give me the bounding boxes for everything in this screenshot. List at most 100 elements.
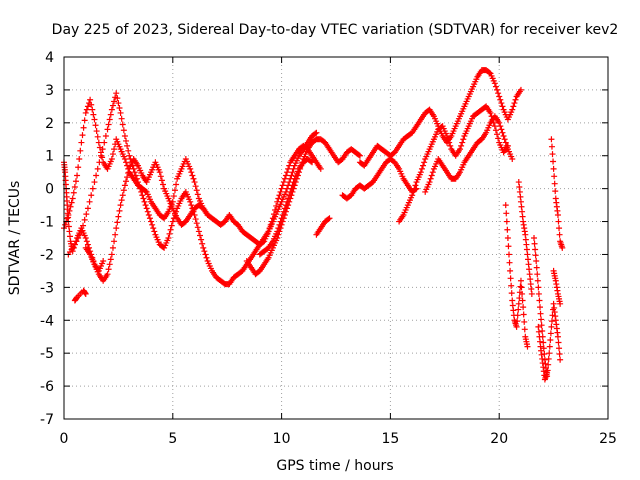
y-axis-label: SDTVAR / TECUs <box>7 181 23 296</box>
data-point <box>517 86 524 93</box>
data-point <box>410 188 417 195</box>
data-point <box>80 124 87 131</box>
data-point <box>290 165 297 172</box>
y-tick-label: 4 <box>45 50 54 66</box>
data-point <box>532 252 539 259</box>
data-point <box>447 142 454 149</box>
data-point <box>356 152 363 159</box>
data-point <box>137 185 144 192</box>
x-tick-label: 25 <box>599 431 617 447</box>
data-point <box>510 103 517 110</box>
data-point <box>538 322 545 329</box>
data-point <box>133 175 140 182</box>
data-point <box>117 109 124 116</box>
data-point <box>277 218 284 225</box>
data-point <box>105 121 112 128</box>
data-point <box>531 235 538 241</box>
data-point <box>72 178 79 185</box>
data-point <box>557 356 564 363</box>
y-tick-label: 1 <box>45 149 54 165</box>
data-point <box>124 162 131 169</box>
data-point <box>355 151 362 158</box>
data-point <box>105 266 112 273</box>
data-point <box>99 146 106 153</box>
data-point <box>97 152 104 159</box>
data-point <box>83 238 90 245</box>
data-point <box>123 178 130 185</box>
data-point <box>106 261 113 268</box>
chart-title: Day 225 of 2023, Sidereal Day-to-day VTE… <box>52 22 619 38</box>
data-point <box>507 267 514 274</box>
data-point <box>132 172 139 179</box>
data-point <box>157 173 164 180</box>
data-point <box>276 192 283 199</box>
data-point <box>282 202 289 209</box>
data-point <box>284 198 291 205</box>
data-point <box>533 258 540 265</box>
data-point <box>513 323 520 330</box>
y-tick-label: 0 <box>45 182 54 198</box>
data-point <box>547 330 554 337</box>
data-point <box>70 189 77 196</box>
data-point <box>288 185 295 192</box>
data-point <box>120 187 127 194</box>
data-point <box>87 248 94 255</box>
data-point <box>277 188 284 195</box>
data-point <box>548 323 555 330</box>
data-point <box>545 355 552 362</box>
data-point <box>552 188 559 195</box>
x-tick-label: 10 <box>273 431 291 447</box>
data-point <box>126 152 133 159</box>
data-point <box>82 290 89 297</box>
data-point <box>538 316 545 323</box>
data-point <box>125 170 132 177</box>
data-point <box>83 211 90 218</box>
data-point <box>71 241 78 248</box>
data-point <box>144 208 151 215</box>
data-point <box>139 192 146 199</box>
data-point <box>541 351 548 358</box>
data-point <box>111 146 118 153</box>
data-point <box>458 142 465 149</box>
data-point <box>289 182 296 189</box>
data-point <box>191 179 198 186</box>
data-point <box>102 132 109 139</box>
data-point <box>445 136 452 143</box>
data-point <box>495 135 502 142</box>
data-point <box>109 244 116 251</box>
data-point <box>101 139 108 146</box>
x-tick-label: 20 <box>490 431 508 447</box>
data-point <box>278 185 285 192</box>
data-point <box>545 361 552 368</box>
data-point <box>148 218 155 225</box>
data-point <box>141 198 148 205</box>
data-point <box>188 202 195 209</box>
data-point <box>93 172 100 179</box>
y-tick-label: -3 <box>40 280 54 296</box>
data-point <box>521 326 528 333</box>
data-point <box>92 122 99 129</box>
data-point <box>501 136 508 143</box>
data-point <box>116 105 123 112</box>
data-point <box>313 129 320 136</box>
data-point <box>551 180 558 187</box>
data-point <box>548 318 555 325</box>
data-point <box>487 109 494 116</box>
data-point <box>496 93 503 100</box>
data-point <box>443 132 450 139</box>
data-point <box>556 345 563 352</box>
data-point <box>83 106 90 113</box>
data-point <box>307 158 314 165</box>
data-point <box>195 228 202 235</box>
data-point <box>524 343 531 350</box>
data-point <box>409 192 416 199</box>
data-point <box>156 169 163 176</box>
data-point <box>121 132 128 139</box>
data-point <box>287 188 294 195</box>
data-point <box>143 205 150 212</box>
data-point <box>537 304 543 311</box>
data-point <box>312 130 319 137</box>
data-point <box>515 300 522 307</box>
data-point <box>88 101 95 108</box>
data-point <box>547 337 554 344</box>
